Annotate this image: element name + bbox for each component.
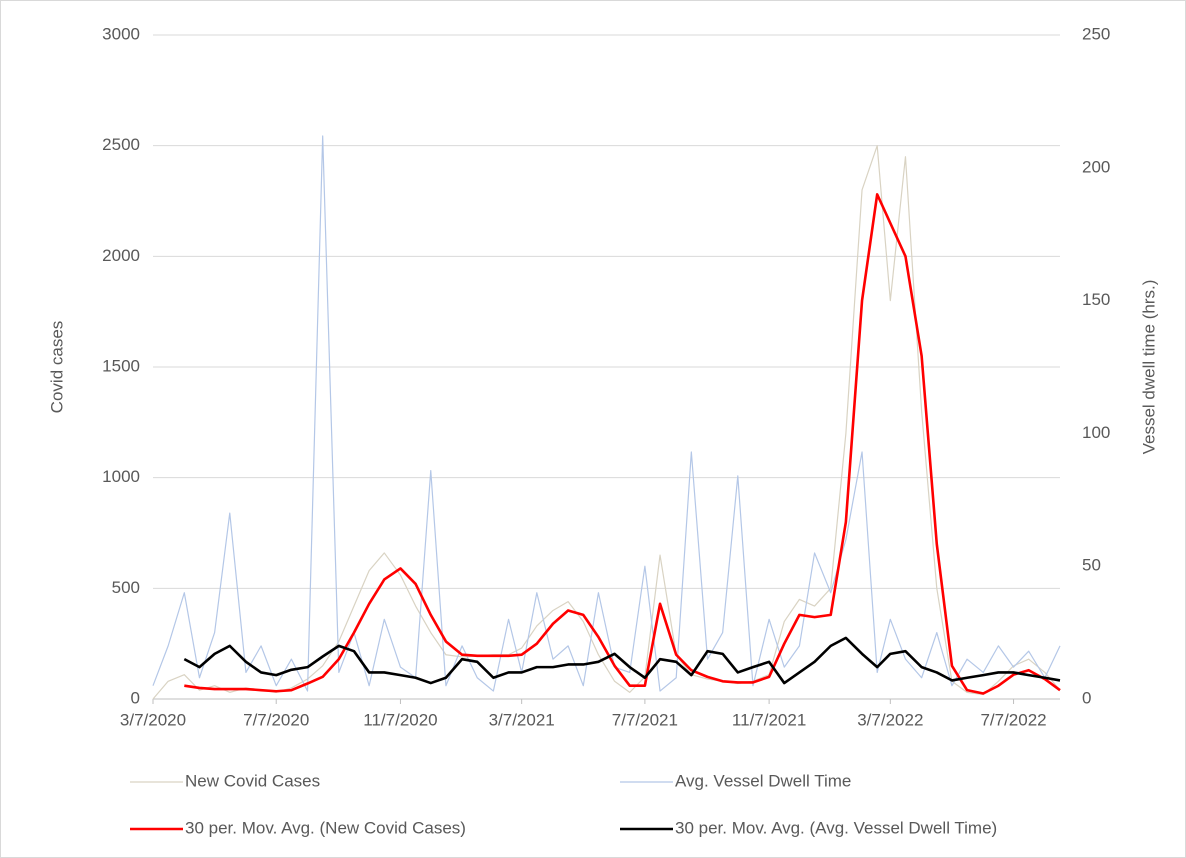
y-tick-label: 2500 [102,135,140,154]
x-tick-label: 3/7/2020 [120,710,186,729]
legend-label: 30 per. Mov. Avg. (Avg. Vessel Dwell Tim… [675,818,997,837]
x-tick-label: 3/7/2021 [489,710,555,729]
y-tick-label: 1500 [102,356,140,375]
series-line [152,145,1061,700]
series-line [184,193,1061,695]
y-tick-label: 1000 [102,467,140,486]
y-tick-label: 0 [131,688,140,707]
y2-tick-label: 150 [1082,290,1110,309]
series-line [183,636,1061,685]
y2-axis-title: Vessel dwell time (hrs.) [1139,280,1158,455]
y-tick-label: 2000 [102,246,140,265]
x-tick-label: 11/7/2020 [363,710,437,729]
y2-tick-label: 250 [1082,24,1110,43]
y2-tick-label: 0 [1082,688,1091,707]
y-tick-label: 500 [112,578,140,597]
y2-tick-label: 100 [1082,423,1110,442]
x-tick-label: 7/7/2021 [612,710,678,729]
legend-label: 30 per. Mov. Avg. (New Covid Cases) [185,818,466,837]
x-tick-label: 11/7/2021 [732,710,806,729]
legend-label: New Covid Cases [185,771,320,790]
y-tick-label: 3000 [102,24,140,43]
y2-tick-label: 200 [1082,157,1110,176]
x-tick-label: 7/7/2020 [243,710,309,729]
y2-tick-label: 50 [1082,556,1101,575]
x-tick-label: 3/7/2022 [857,710,923,729]
legend-label: Avg. Vessel Dwell Time [675,771,851,790]
x-tick-label: 7/7/2022 [980,710,1046,729]
y-axis-title: Covid cases [47,321,66,414]
